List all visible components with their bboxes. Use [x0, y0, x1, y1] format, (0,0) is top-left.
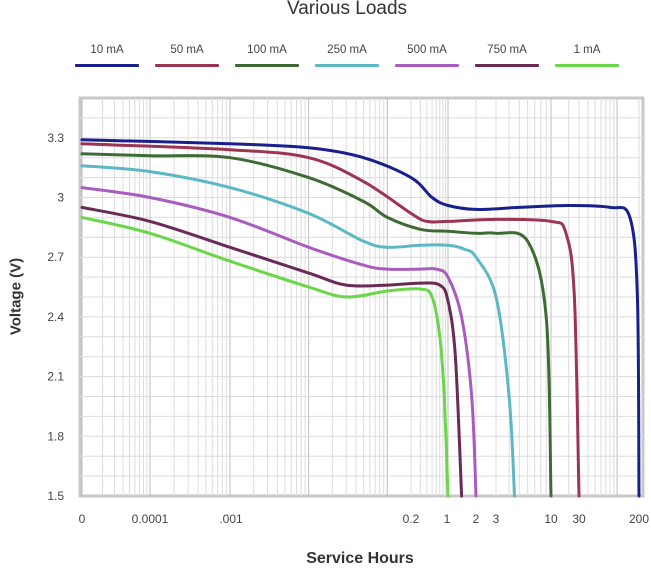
legend-swatch — [155, 64, 219, 67]
legend-label: 750 mA — [487, 44, 527, 56]
series-line-500-ma — [80, 186, 478, 498]
legend-swatch — [75, 64, 139, 67]
legend-swatch — [555, 64, 619, 67]
legend-item-750-ma: 750 mA — [475, 44, 539, 67]
series-line-100-ma — [80, 152, 553, 498]
x-tick-label: .001 — [219, 512, 243, 526]
legend-label: 1 mA — [573, 44, 601, 56]
y-tick-label: 1.8 — [47, 429, 64, 443]
legend-label: 250 mA — [327, 44, 367, 56]
x-tick-label: 0 — [79, 512, 86, 526]
y-tick-label: 2.4 — [47, 310, 64, 324]
legend-swatch — [235, 64, 299, 67]
y-axis-label: Voltage (V) — [7, 257, 25, 336]
y-tick-label: 2.7 — [47, 250, 64, 264]
x-tick-label: 0.2 — [403, 512, 420, 526]
legend-item-250-ma: 250 mA — [315, 44, 379, 67]
legend-item-50-ma: 50 mA — [155, 44, 219, 67]
legend-swatch — [395, 64, 459, 67]
series-line-750-ma — [80, 205, 464, 498]
legend: 10 mA 50 mA 100 mA 250 mA 500 mA 750 mA 1 mA — [70, 44, 630, 70]
y-tick-label: 1.5 — [47, 489, 64, 503]
legend-swatch — [475, 64, 539, 67]
x-tick-label: 10 — [544, 512, 558, 526]
x-tick-label: 2 — [473, 512, 480, 526]
x-tick-label: 200 — [629, 512, 649, 526]
legend-item-100-ma: 100 mA — [235, 44, 299, 67]
x-tick-label: 30 — [572, 512, 586, 526]
legend-swatch — [315, 64, 379, 67]
series-line-1-ma — [80, 215, 450, 498]
x-axis-label: Service Hours — [306, 550, 414, 567]
legend-label: 100 mA — [247, 44, 287, 56]
x-tick-label: 1 — [444, 512, 451, 526]
chart-title: Various Loads — [286, 0, 408, 19]
legend-label: 10 mA — [90, 44, 124, 56]
x-tick-label: 0.0001 — [132, 512, 169, 526]
legend-item-10-ma: 10 mA — [75, 44, 139, 67]
series-line-50-ma — [80, 142, 581, 498]
y-tick-label: 3 — [57, 191, 64, 205]
series-line-10-ma — [80, 138, 641, 498]
legend-item-500-ma: 500 mA — [395, 44, 459, 67]
legend-label: 500 mA — [407, 44, 447, 56]
legend-label: 50 mA — [170, 44, 204, 56]
grid — [80, 98, 643, 496]
legend-item-1-ma: 1 mA — [555, 44, 619, 67]
y-tick-label: 2.1 — [47, 370, 64, 384]
x-tick-label: 3 — [493, 512, 500, 526]
y-tick-label: 3.3 — [47, 131, 64, 145]
series-line-250-ma — [80, 164, 516, 498]
